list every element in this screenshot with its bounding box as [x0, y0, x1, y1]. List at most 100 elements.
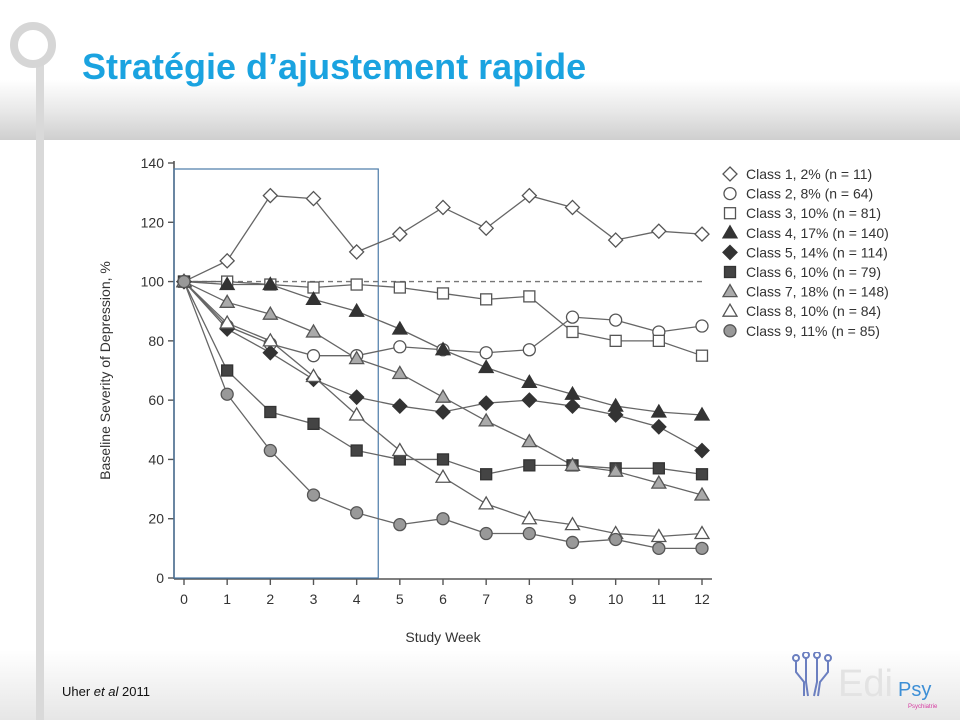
- x-tick-label: 8: [525, 591, 533, 607]
- data-point: [695, 468, 709, 481]
- data-point: [693, 486, 711, 501]
- legend-label: Class 2, 8% (n = 64): [746, 186, 873, 202]
- data-point: [650, 403, 667, 418]
- legend-label: Class 1, 2% (n = 11): [746, 166, 872, 182]
- legend-label: Class 5, 14% (n = 114): [746, 244, 888, 260]
- legend-label: Class 4, 17% (n = 140): [746, 225, 889, 241]
- data-point: [607, 407, 624, 423]
- legend-label: Class 8, 10% (n = 84): [746, 303, 881, 319]
- x-tick-label: 0: [180, 591, 188, 607]
- header-band: [0, 0, 960, 140]
- data-point: [434, 388, 452, 403]
- y-tick-label: 80: [148, 333, 164, 349]
- data-point: [393, 517, 407, 532]
- data-point: [652, 541, 666, 556]
- legend-marker: [721, 224, 739, 239]
- data-point: [607, 232, 624, 248]
- data-point: [264, 405, 277, 419]
- data-point: [391, 365, 408, 380]
- legend-label: Class 7, 18% (n = 148): [746, 284, 889, 300]
- data-point: [305, 190, 322, 207]
- x-tick-label: 5: [396, 591, 404, 607]
- data-point: [434, 341, 452, 356]
- data-point: [348, 406, 365, 421]
- y-tick-label: 40: [148, 451, 164, 467]
- y-tick-label: 0: [156, 570, 164, 586]
- data-point: [262, 305, 279, 320]
- data-point: [564, 457, 581, 472]
- data-point: [219, 314, 236, 329]
- x-axis-label: Study Week: [405, 629, 481, 645]
- data-point: [650, 528, 667, 543]
- legend-label: Class 3, 10% (n = 81): [746, 205, 881, 221]
- legend-marker: [723, 265, 737, 279]
- highlight-box: [173, 168, 379, 579]
- data-point: [478, 220, 495, 237]
- x-tick-label: 12: [694, 591, 710, 607]
- data-point: [478, 395, 495, 412]
- x-tick-label: 11: [652, 591, 667, 607]
- data-point: [219, 276, 236, 291]
- decorative-ring-icon: [10, 22, 56, 68]
- logo-name: Edi: [838, 663, 893, 705]
- y-tick-label: 120: [141, 214, 165, 230]
- data-point: [305, 368, 322, 383]
- footer-band: [0, 650, 960, 720]
- x-tick-label: 10: [608, 591, 624, 607]
- data-point: [350, 278, 363, 291]
- data-point: [262, 187, 279, 204]
- data-point: [693, 525, 711, 540]
- legend-marker: [721, 283, 739, 298]
- data-point: [306, 349, 321, 363]
- data-point: [436, 512, 450, 526]
- data-point: [695, 349, 709, 362]
- data-point: [305, 323, 322, 338]
- data-point: [436, 453, 450, 466]
- data-point: [220, 387, 234, 401]
- data-point: [523, 290, 536, 303]
- legend-marker: [722, 166, 738, 182]
- data-point: [607, 462, 624, 477]
- legend-label: Class 6, 10% (n = 79): [746, 264, 881, 280]
- data-point: [521, 392, 538, 409]
- y-tick-label: 140: [141, 155, 165, 171]
- y-tick-label: 60: [148, 392, 164, 408]
- data-point: [479, 526, 493, 541]
- legend-marker: [723, 186, 737, 201]
- data-point: [652, 334, 665, 348]
- legend-marker: [722, 244, 738, 261]
- legend-marker: [721, 302, 739, 317]
- data-point: [478, 359, 495, 374]
- data-point: [306, 488, 321, 502]
- data-point: [480, 468, 493, 481]
- data-point: [434, 468, 452, 483]
- data-point: [262, 276, 279, 291]
- data-point: [391, 398, 408, 414]
- data-point: [522, 343, 536, 357]
- data-point: [564, 516, 581, 531]
- data-point: [262, 332, 279, 347]
- x-tick-label: 9: [569, 591, 577, 607]
- circuit-icon: [792, 652, 832, 697]
- x-tick-label: 4: [353, 591, 361, 607]
- data-point: [262, 344, 279, 361]
- data-point: [478, 495, 495, 510]
- data-point: [565, 535, 580, 550]
- data-point: [307, 417, 320, 431]
- x-tick-label: 1: [223, 591, 231, 607]
- legend-marker: [723, 207, 737, 220]
- data-point: [565, 310, 580, 324]
- data-point: [391, 442, 408, 457]
- data-point: [393, 340, 407, 354]
- logo-suffix: Psy: [898, 679, 931, 701]
- data-point: [650, 223, 667, 240]
- series-line: [183, 281, 703, 452]
- data-point: [219, 252, 236, 269]
- data-point: [609, 313, 623, 327]
- data-point: [478, 412, 495, 427]
- data-point: [350, 506, 364, 520]
- data-point: [348, 244, 365, 260]
- data-point: [522, 526, 536, 541]
- y-axis-label: Baseline Severity of Depression, %: [97, 261, 113, 480]
- data-point: [695, 541, 709, 556]
